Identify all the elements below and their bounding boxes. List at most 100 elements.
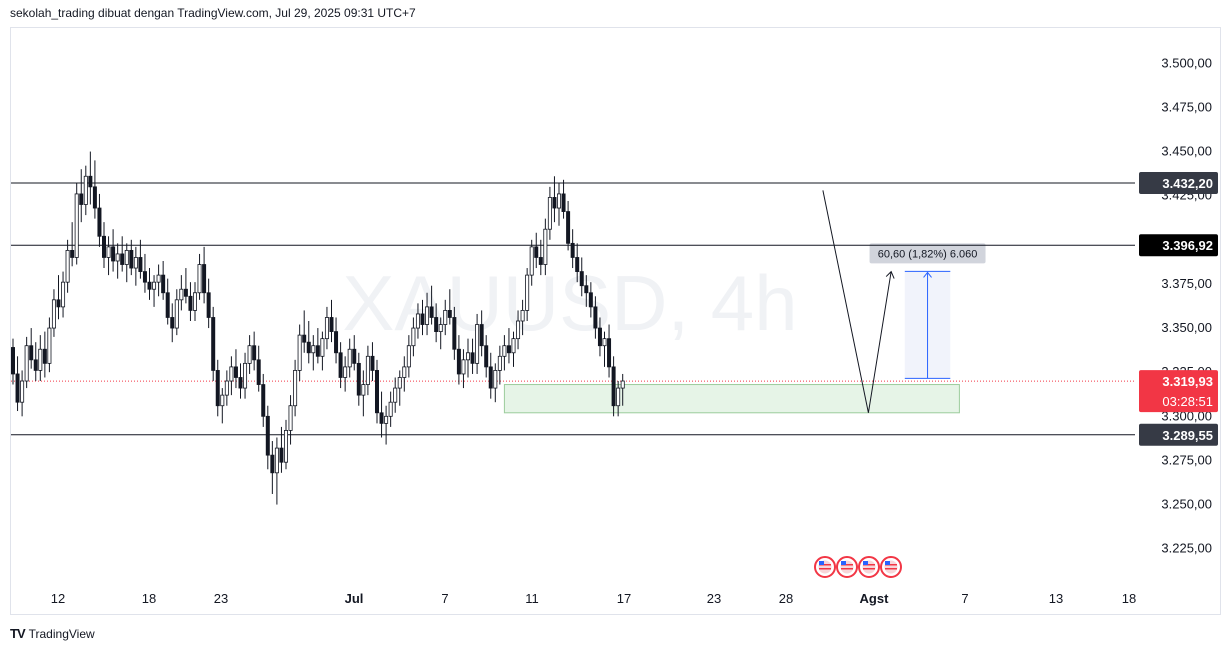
candle[interactable] [475, 313, 480, 374]
candle[interactable] [461, 349, 466, 389]
candle[interactable] [233, 349, 238, 389]
candle[interactable] [488, 352, 493, 399]
candle[interactable] [24, 336, 29, 389]
candle[interactable] [543, 218, 548, 276]
candle[interactable] [365, 345, 370, 396]
candle[interactable] [411, 317, 416, 357]
candle[interactable] [588, 282, 593, 318]
candle[interactable] [20, 370, 25, 417]
candle[interactable] [379, 391, 384, 438]
candle[interactable] [443, 299, 448, 336]
candle[interactable] [620, 373, 625, 406]
candle[interactable] [124, 243, 129, 283]
candle[interactable] [470, 338, 475, 374]
candle[interactable] [156, 264, 161, 297]
candle[interactable] [138, 239, 143, 279]
candle[interactable] [302, 310, 307, 353]
candle[interactable] [42, 331, 47, 378]
candle[interactable] [256, 345, 261, 392]
candle[interactable] [402, 356, 407, 392]
candle[interactable] [356, 352, 361, 406]
candle[interactable] [425, 292, 430, 336]
candle[interactable] [434, 303, 439, 343]
candle[interactable] [165, 278, 170, 325]
candle[interactable] [188, 282, 193, 322]
candle[interactable] [361, 370, 366, 417]
candle[interactable] [152, 275, 157, 307]
candle[interactable] [547, 186, 552, 240]
demand-zone[interactable] [503, 384, 960, 414]
candle[interactable] [534, 232, 539, 269]
candle[interactable] [315, 328, 320, 364]
candle[interactable] [15, 356, 20, 412]
candle[interactable] [288, 395, 293, 445]
candle[interactable] [393, 377, 398, 413]
candle[interactable] [229, 356, 234, 396]
candle[interactable] [493, 363, 498, 403]
candle[interactable] [343, 356, 348, 392]
candle[interactable] [92, 160, 97, 219]
us-flag-event-icon[interactable] [836, 556, 858, 578]
candle[interactable] [607, 324, 612, 378]
candle[interactable] [370, 342, 375, 382]
candle[interactable] [511, 331, 516, 367]
candle[interactable] [525, 268, 530, 322]
candle[interactable] [320, 331, 325, 371]
candle[interactable] [215, 359, 220, 417]
candle[interactable] [247, 335, 252, 374]
candle[interactable] [283, 419, 288, 470]
candle[interactable] [79, 169, 84, 223]
candle[interactable] [211, 306, 216, 382]
candle[interactable] [447, 289, 452, 325]
candle[interactable] [47, 317, 52, 373]
candle[interactable] [161, 260, 166, 300]
candle[interactable] [106, 236, 111, 276]
candle[interactable] [557, 183, 562, 226]
candle[interactable] [252, 331, 257, 371]
candle[interactable] [142, 253, 147, 293]
candle[interactable] [593, 296, 598, 339]
candle[interactable] [420, 299, 425, 336]
candle[interactable] [338, 342, 343, 389]
candle[interactable] [10, 338, 15, 385]
candle[interactable] [220, 388, 225, 424]
candle[interactable] [133, 246, 138, 286]
candle[interactable] [347, 338, 352, 378]
candle[interactable] [238, 363, 243, 399]
candle[interactable] [65, 239, 70, 293]
candle[interactable] [111, 229, 116, 272]
candle[interactable] [197, 253, 202, 300]
candle[interactable] [115, 243, 120, 279]
candle[interactable] [570, 229, 575, 269]
candle[interactable] [97, 193, 102, 247]
candle[interactable] [174, 289, 179, 336]
candle[interactable] [74, 183, 79, 265]
candle[interactable] [611, 356, 616, 417]
candle[interactable] [306, 321, 311, 364]
candle[interactable] [51, 289, 56, 337]
candle[interactable] [406, 335, 411, 378]
candle[interactable] [597, 317, 602, 357]
candle[interactable] [538, 239, 543, 276]
candle[interactable] [83, 165, 88, 216]
candle[interactable] [297, 324, 302, 382]
candle[interactable] [497, 345, 502, 385]
candle[interactable] [270, 441, 275, 494]
candle[interactable] [388, 391, 393, 427]
candle[interactable] [456, 335, 461, 385]
candle[interactable] [397, 370, 402, 406]
candle[interactable] [206, 278, 211, 329]
candle[interactable] [265, 405, 270, 470]
candle[interactable] [616, 381, 621, 417]
candle[interactable] [179, 275, 184, 311]
candle[interactable] [147, 268, 152, 300]
candle[interactable] [293, 359, 298, 417]
candle[interactable] [561, 179, 566, 219]
forecast-path[interactable] [822, 190, 892, 413]
candle[interactable] [452, 306, 457, 360]
candle[interactable] [324, 306, 329, 350]
candle[interactable] [192, 282, 197, 322]
candle[interactable] [261, 373, 266, 427]
candle[interactable] [479, 310, 484, 357]
us-flag-event-icon[interactable] [880, 556, 902, 578]
